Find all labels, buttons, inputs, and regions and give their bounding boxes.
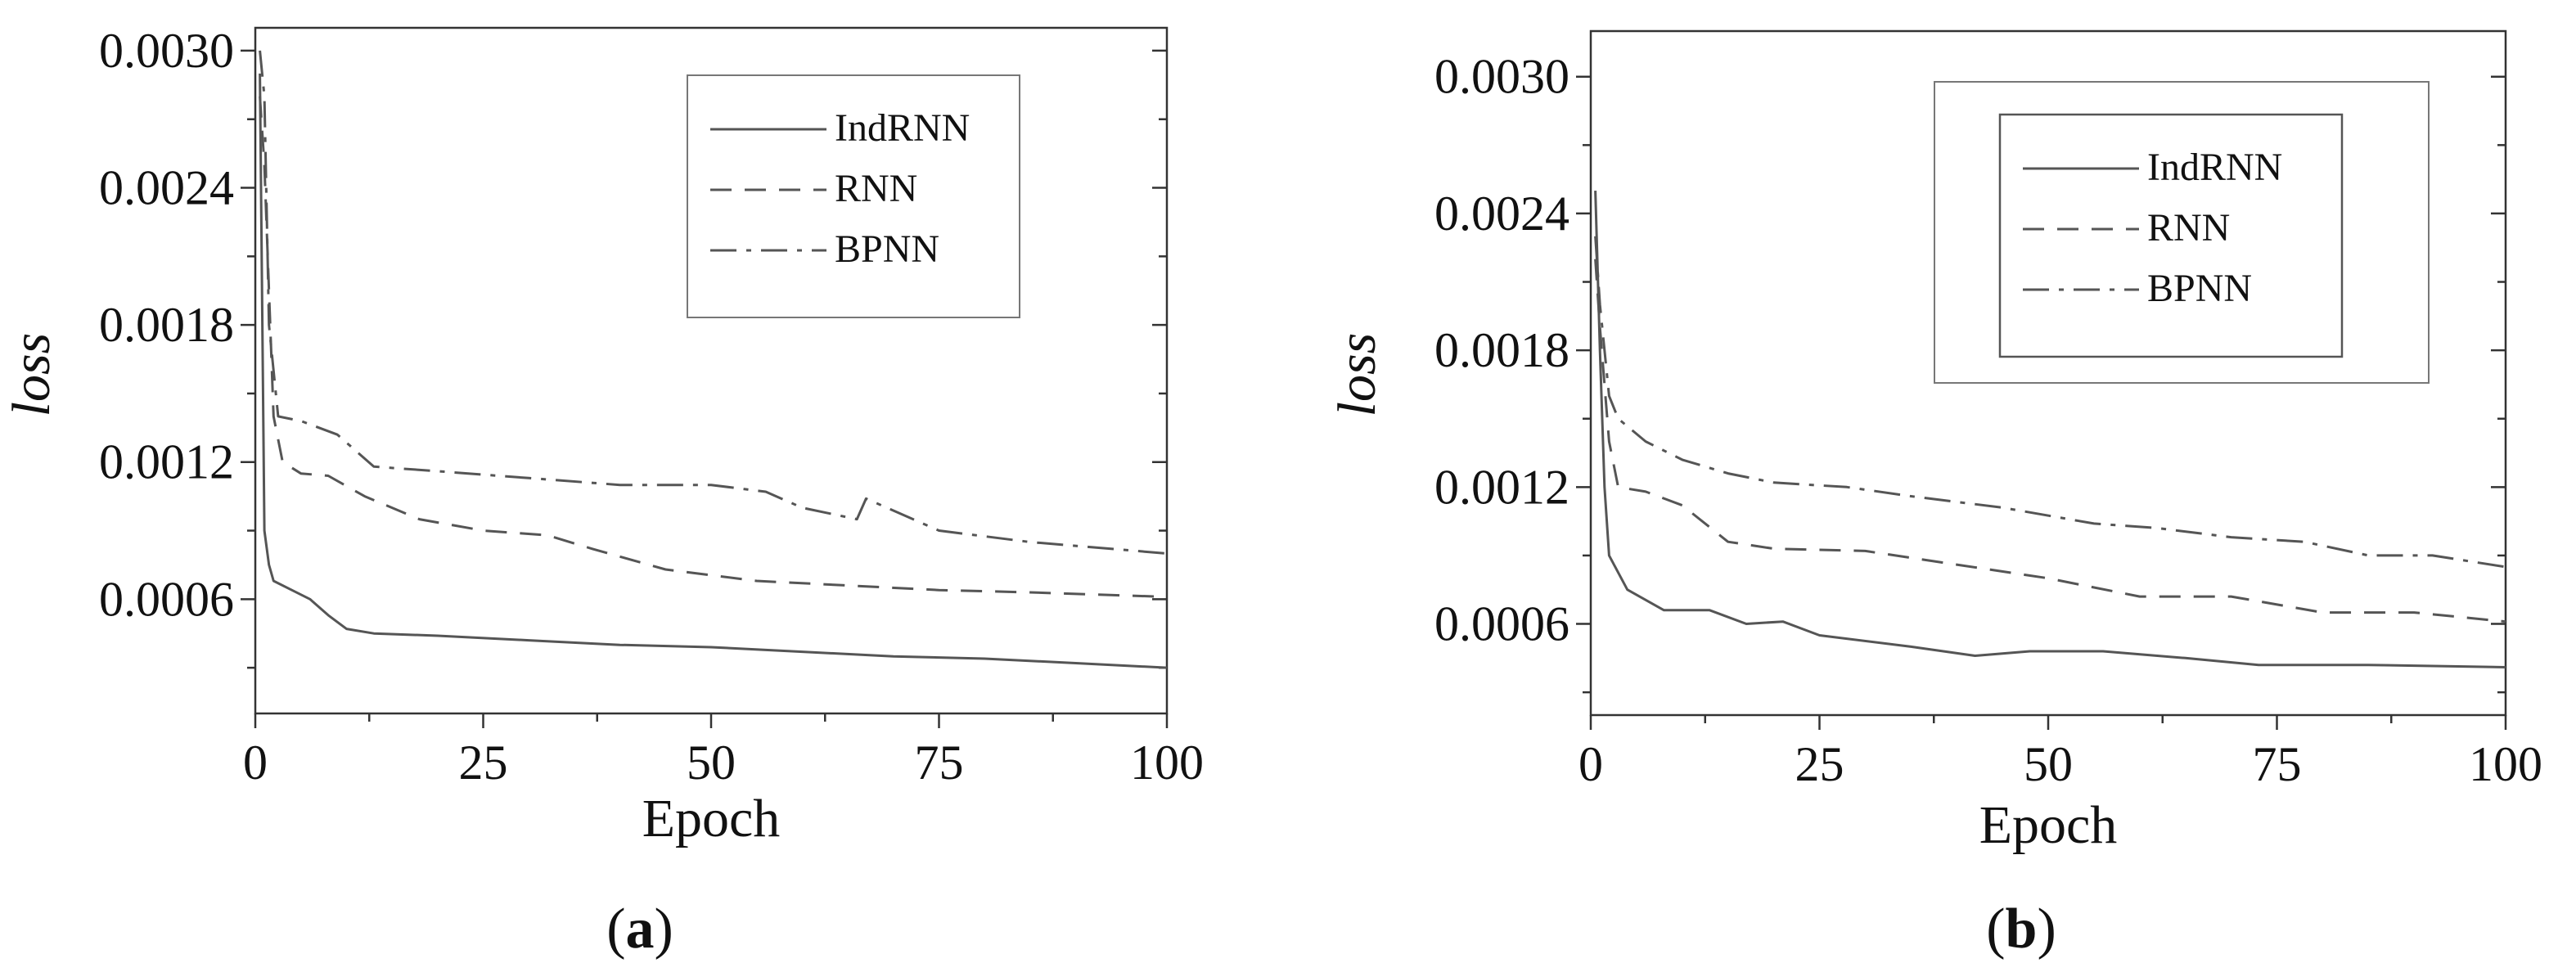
panel-label-letter: a: [626, 898, 655, 961]
series-line-rnn: [1594, 259, 2506, 623]
y-tick-label: 0.0006: [1434, 597, 1569, 651]
panel-label: (a): [606, 898, 673, 961]
legend-box: [687, 74, 1020, 318]
panel-label-close: ): [655, 898, 673, 961]
series-line-bpnn: [1594, 236, 2506, 569]
x-tick-label: 100: [2469, 737, 2542, 791]
y-tick-label: 0.0018: [1434, 323, 1569, 377]
x-tick-label: 50: [2024, 737, 2073, 791]
x-tick-label: 50: [687, 736, 736, 790]
legend-label-rnn: RNN: [2147, 206, 2230, 250]
x-tick-label: 25: [1795, 737, 1844, 791]
panel-label-close: ): [2037, 898, 2056, 961]
panel-label-open: (: [606, 898, 625, 961]
chart-panel-b: 0 25 50 75 100 0.0006 0.0012 0.0018 0.0024 0.0030…: [1327, 29, 2542, 961]
y-tick-label: 0.0030: [1434, 50, 1569, 104]
y-tick-label: 0.0024: [1434, 187, 1569, 241]
legend-label-rnn: RNN: [835, 167, 917, 210]
x-tick-label: 0: [1578, 737, 1603, 791]
x-axis-title: Epoch: [642, 789, 781, 848]
series-line-rnn: [259, 96, 1168, 598]
x-tick-label: 100: [1130, 736, 1204, 790]
panel-label-letter: b: [2006, 898, 2038, 961]
panel-label: (b): [1986, 898, 2056, 961]
x-tick-label: 75: [915, 736, 964, 790]
legend-label-indrnn: IndRNN: [2147, 146, 2282, 189]
legend-label-indrnn: IndRNN: [835, 106, 970, 150]
y-axis-title: loss: [2, 333, 61, 417]
y-tick-label: 0.0006: [99, 572, 234, 626]
y-tick-label: 0.0012: [99, 435, 234, 489]
x-tick-label: 0: [243, 736, 268, 790]
y-tick-label: 0.0024: [99, 161, 234, 215]
x-tick-label: 75: [2253, 737, 2302, 791]
y-axis-title: loss: [1327, 333, 1387, 417]
series-line-bpnn: [259, 50, 1168, 555]
y-tick-label: 0.0018: [99, 298, 234, 352]
x-axis-title: Epoch: [1979, 795, 2118, 855]
legend-label-bpnn: BPNN: [835, 227, 939, 271]
y-tick-label: 0.0012: [1434, 460, 1569, 514]
panel-label-open: (: [1986, 898, 2005, 961]
series-line-indrnn: [259, 73, 1168, 669]
x-tick-label: 25: [459, 736, 508, 790]
y-tick-label: 0.0030: [99, 24, 234, 78]
legend-label-bpnn: BPNN: [2147, 267, 2252, 310]
chart-panel-a: 0 25 50 75 100 0.0006 0.0012 0.0018 0.0024 0.0030…: [2, 24, 1204, 961]
legend-inner-box: [1998, 113, 2344, 358]
series-line-indrnn: [1594, 191, 2506, 668]
